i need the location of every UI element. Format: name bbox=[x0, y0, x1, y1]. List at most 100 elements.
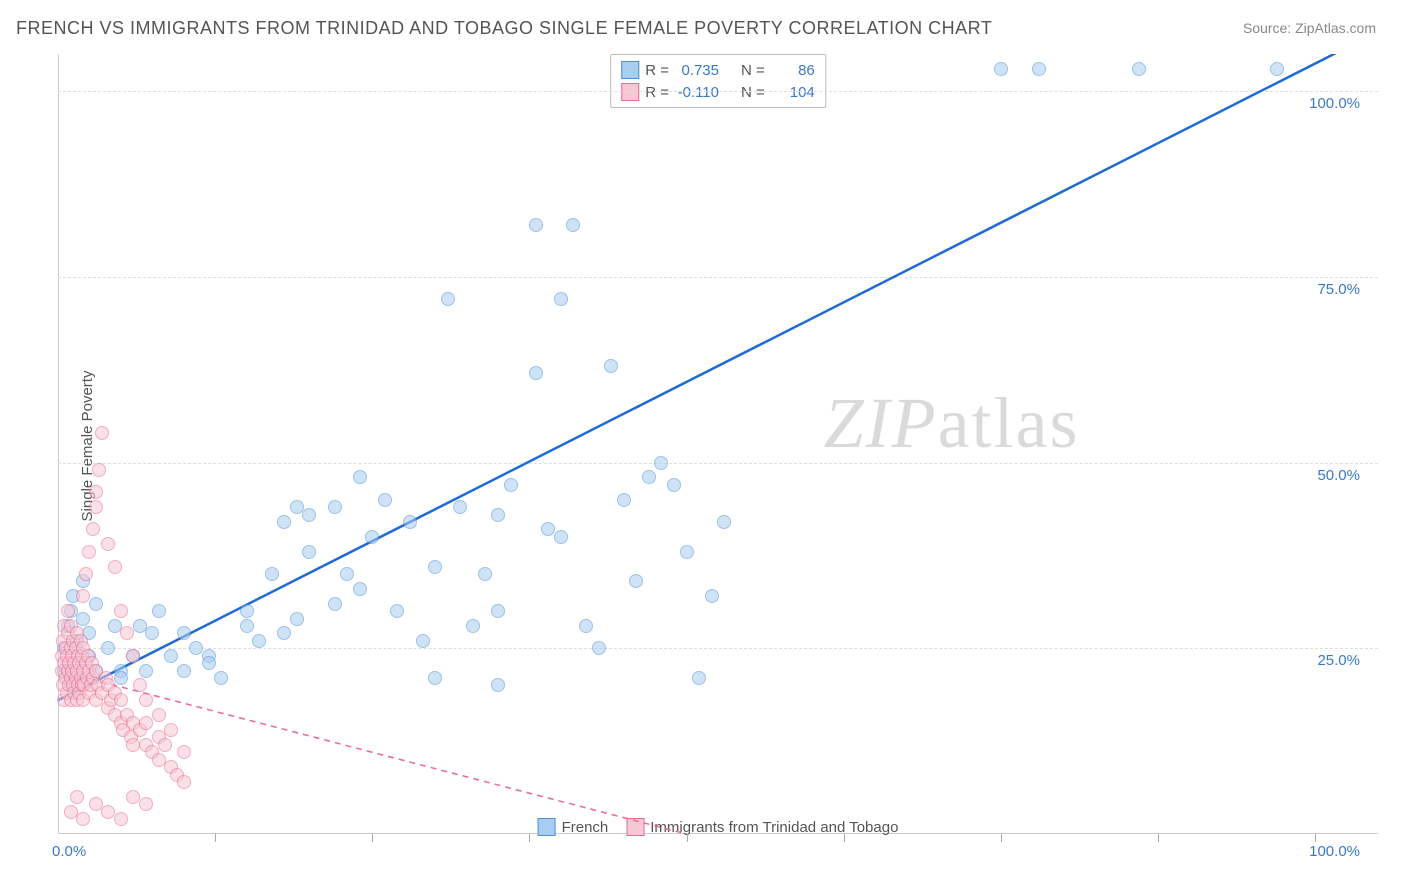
data-point bbox=[592, 641, 606, 655]
data-point bbox=[566, 218, 580, 232]
legend-item-french: French bbox=[538, 818, 609, 836]
data-point bbox=[177, 745, 191, 759]
n-value-french: 86 bbox=[771, 62, 815, 79]
data-point bbox=[554, 292, 568, 306]
source-attribution: Source: ZipAtlas.com bbox=[1243, 20, 1376, 36]
data-point bbox=[133, 678, 147, 692]
data-point bbox=[114, 671, 128, 685]
data-point bbox=[158, 738, 172, 752]
data-point bbox=[139, 693, 153, 707]
x-tick bbox=[1158, 834, 1159, 842]
data-point bbox=[428, 560, 442, 574]
swatch-french bbox=[621, 61, 639, 79]
legend-label-trinidad: Immigrants from Trinidad and Tobago bbox=[650, 819, 898, 836]
data-point bbox=[994, 62, 1008, 76]
data-point bbox=[353, 582, 367, 596]
legend-item-trinidad: Immigrants from Trinidad and Tobago bbox=[626, 818, 898, 836]
data-point bbox=[491, 604, 505, 618]
data-point bbox=[428, 671, 442, 685]
data-point bbox=[82, 545, 96, 559]
data-point bbox=[252, 634, 266, 648]
data-point bbox=[340, 567, 354, 581]
data-point bbox=[108, 560, 122, 574]
data-point bbox=[177, 626, 191, 640]
data-point bbox=[705, 589, 719, 603]
chart-container: FRENCH VS IMMIGRANTS FROM TRINIDAD AND T… bbox=[0, 0, 1406, 892]
data-point bbox=[328, 597, 342, 611]
r-label: R = bbox=[645, 62, 669, 79]
data-point bbox=[529, 366, 543, 380]
y-tick-label: 25.0% bbox=[1317, 652, 1360, 669]
data-point bbox=[101, 537, 115, 551]
data-point bbox=[529, 218, 543, 232]
data-point bbox=[441, 292, 455, 306]
data-point bbox=[290, 612, 304, 626]
data-point bbox=[667, 478, 681, 492]
data-point bbox=[453, 500, 467, 514]
data-point bbox=[692, 671, 706, 685]
data-point bbox=[76, 612, 90, 626]
data-point bbox=[717, 515, 731, 529]
data-point bbox=[466, 619, 480, 633]
data-point bbox=[139, 797, 153, 811]
gridline-h bbox=[58, 91, 1378, 92]
data-point bbox=[120, 626, 134, 640]
data-point bbox=[114, 812, 128, 826]
data-point bbox=[86, 522, 100, 536]
gridline-h bbox=[58, 277, 1378, 278]
data-point bbox=[152, 708, 166, 722]
x-tick bbox=[529, 834, 530, 842]
swatch-trinidad-icon bbox=[626, 818, 644, 836]
data-point bbox=[145, 626, 159, 640]
x-tick bbox=[372, 834, 373, 842]
data-point bbox=[214, 671, 228, 685]
data-point bbox=[642, 470, 656, 484]
data-point bbox=[478, 567, 492, 581]
data-point bbox=[70, 790, 84, 804]
n-label: N = bbox=[741, 62, 765, 79]
data-point bbox=[95, 426, 109, 440]
data-point bbox=[680, 545, 694, 559]
data-point bbox=[177, 775, 191, 789]
x-tick bbox=[215, 834, 216, 842]
data-point bbox=[126, 649, 140, 663]
data-point bbox=[654, 456, 668, 470]
y-tick-label: 75.0% bbox=[1317, 281, 1360, 298]
data-point bbox=[114, 693, 128, 707]
data-point bbox=[177, 664, 191, 678]
correlation-legend: R = 0.735 N = 86 R = -0.110 N = 104 bbox=[610, 54, 826, 108]
data-point bbox=[302, 545, 316, 559]
data-point bbox=[89, 500, 103, 514]
data-point bbox=[265, 567, 279, 581]
data-point bbox=[416, 634, 430, 648]
data-point bbox=[89, 485, 103, 499]
data-point bbox=[491, 508, 505, 522]
gridline-h bbox=[58, 463, 1378, 464]
data-point bbox=[328, 500, 342, 514]
data-point bbox=[76, 589, 90, 603]
x-tick-label-right: 100.0% bbox=[1309, 843, 1360, 860]
trend-lines bbox=[58, 54, 1378, 834]
data-point bbox=[152, 604, 166, 618]
data-point bbox=[89, 597, 103, 611]
y-tick-label: 50.0% bbox=[1317, 467, 1360, 484]
data-point bbox=[365, 530, 379, 544]
data-point bbox=[629, 574, 643, 588]
data-point bbox=[403, 515, 417, 529]
data-point bbox=[579, 619, 593, 633]
r-value-french: 0.735 bbox=[675, 62, 719, 79]
data-point bbox=[79, 567, 93, 581]
x-tick bbox=[687, 834, 688, 842]
data-point bbox=[378, 493, 392, 507]
data-point bbox=[164, 649, 178, 663]
x-tick bbox=[1315, 834, 1316, 842]
data-point bbox=[61, 604, 75, 618]
x-tick bbox=[1001, 834, 1002, 842]
data-point bbox=[277, 515, 291, 529]
data-point bbox=[504, 478, 518, 492]
data-point bbox=[604, 359, 618, 373]
data-point bbox=[491, 678, 505, 692]
chart-title: FRENCH VS IMMIGRANTS FROM TRINIDAD AND T… bbox=[16, 18, 992, 39]
data-point bbox=[202, 656, 216, 670]
data-point bbox=[302, 508, 316, 522]
